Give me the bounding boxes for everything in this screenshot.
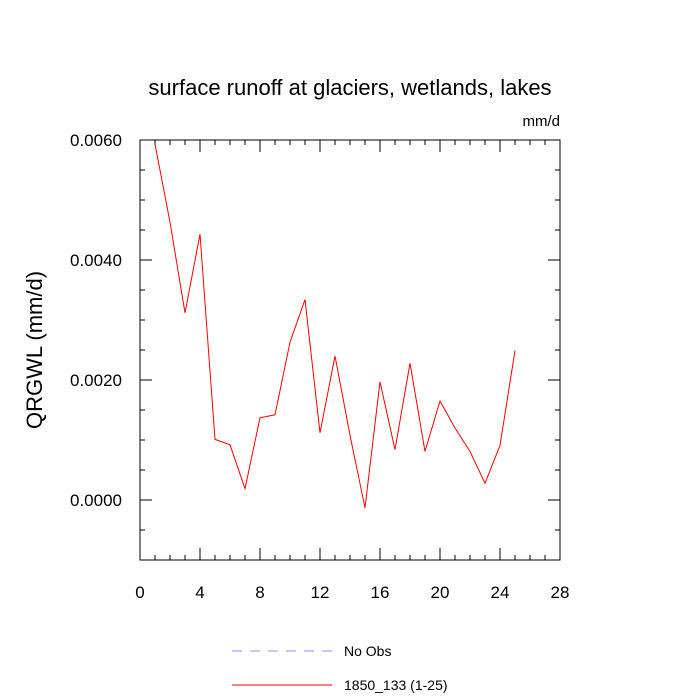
x-tick-label: 8 — [255, 583, 264, 602]
x-tick-label: 0 — [135, 583, 144, 602]
x-tick-labels: 0 4 8 12 16 20 24 28 — [135, 583, 569, 602]
y-tick-label: 0.0020 — [70, 371, 122, 390]
series-line-1850-133 — [154, 144, 516, 508]
y-tick-label: 0.0060 — [70, 131, 122, 150]
axis-ticks — [139, 139, 561, 561]
y-tick-labels: 0.0000 0.0020 0.0040 0.0060 — [70, 131, 122, 510]
y-tick-label: 0.0000 — [70, 491, 122, 510]
y-axis-label: QRGWL (mm/d) — [22, 271, 47, 429]
series-group — [154, 144, 516, 508]
y-tick-label: 0.0040 — [70, 251, 122, 270]
legend: No Obs 1850_133 (1-25) — [232, 643, 448, 693]
x-tick-label: 16 — [371, 583, 390, 602]
x-tick-label: 24 — [491, 583, 510, 602]
x-tick-label: 12 — [311, 583, 330, 602]
x-tick-label: 28 — [551, 583, 570, 602]
legend-label-1850-133: 1850_133 (1-25) — [344, 677, 448, 693]
x-tick-label: 20 — [431, 583, 450, 602]
legend-label-no-obs: No Obs — [344, 643, 391, 659]
x-tick-label: 4 — [195, 583, 204, 602]
chart-title: surface runoff at glaciers, wetlands, la… — [148, 75, 551, 100]
plot-frame — [139, 139, 561, 561]
units-label: mm/d — [523, 113, 561, 130]
